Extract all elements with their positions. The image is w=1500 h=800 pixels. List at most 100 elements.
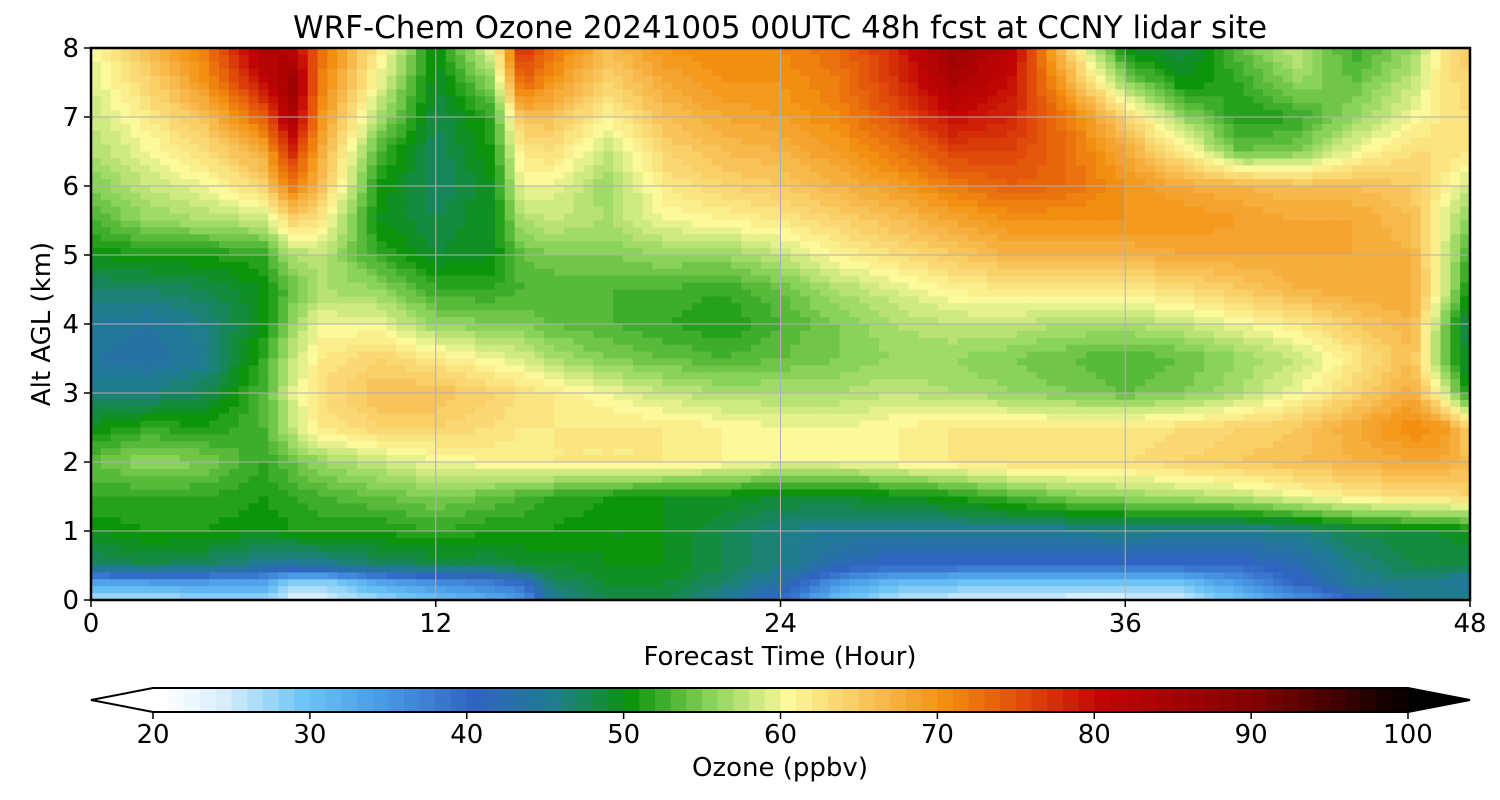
contour-cell [1302,206,1313,215]
contour-cell [347,234,358,242]
contour-cell [701,172,713,180]
contour-cell [268,61,279,70]
contour-cell [869,227,880,235]
contour-cell [494,75,506,84]
contour-cell [1351,54,1363,63]
contour-cell [1282,68,1294,77]
contour-cell [435,144,447,153]
contour-cell [918,137,929,146]
contour-cell [672,227,683,235]
contour-cell [879,151,890,159]
contour-cell [327,220,338,228]
contour-cell [898,165,910,173]
contour-cell [110,275,122,284]
contour-cell [1322,89,1333,97]
contour-cell [780,213,791,222]
contour-cell [465,234,476,242]
contour-cell [1164,165,1176,173]
contour-cell [672,268,683,277]
contour-cell [908,82,919,90]
contour-cell [1026,130,1038,139]
contour-cell [918,61,929,70]
contour-cell [819,234,831,242]
contour-cell [455,130,466,139]
contour-cell [219,241,230,249]
contour-cell [711,186,722,194]
contour-cell [1282,206,1294,215]
contour-cell [790,227,801,235]
contour-cell [189,123,200,132]
contour-cell [1460,137,1471,146]
contour-cell [1076,282,1087,291]
contour-cell [1292,123,1304,132]
contour-cell [356,234,368,242]
contour-cell [248,275,260,284]
contour-cell [1420,165,1432,173]
contour-cell [445,144,457,153]
contour-cell [711,255,722,263]
contour-cell [1302,179,1313,187]
contour-cell [416,158,427,166]
contour-cell [396,241,407,249]
contour-cell [347,151,358,159]
contour-cell [425,165,437,173]
contour-cell [1016,89,1028,97]
contour-cell [1332,89,1343,97]
contour-cell [258,268,269,277]
contour-cell [278,89,289,97]
contour-cell [839,227,851,235]
contour-cell [209,227,220,235]
contour-cell [701,268,713,277]
contour-cell [750,48,762,56]
contour-cell [91,261,102,270]
contour-cell [672,48,683,56]
contour-cell [288,82,299,90]
contour-cell [819,82,831,90]
contour-cell [209,123,220,132]
contour-cell [1016,192,1028,201]
contour-cell [888,261,900,270]
contour-cell [1460,130,1471,139]
contour-cell [829,255,841,263]
contour-cell [238,179,250,187]
contour-cell [1391,75,1402,84]
contour-cell [770,186,782,194]
contour-cell [1371,137,1382,146]
contour-cell [1401,192,1412,201]
contour-cell [475,192,486,201]
contour-cell [908,110,919,118]
contour-cell [297,289,309,297]
contour-cell [780,123,791,132]
contour-cell [1292,165,1304,173]
contour-cell [977,255,988,263]
contour-cell [1026,255,1038,263]
contour-cell [219,213,230,222]
contour-cell [1410,282,1422,291]
contour-cell [859,192,870,201]
contour-cell [583,144,594,153]
contour-cell [593,103,604,111]
contour-cell [977,186,988,194]
contour-cell [1273,234,1284,242]
contour-cell [1007,282,1018,291]
contour-cell [613,130,624,139]
contour-cell [297,117,309,125]
contour-cell [435,158,447,166]
contour-cell [1125,165,1136,173]
contour-cell [721,117,732,125]
contour-cell [819,75,831,84]
contour-cell [652,199,663,208]
contour-cell [1391,151,1402,159]
contour-cell [1016,130,1028,139]
contour-cell [386,275,397,284]
contour-cell [760,186,772,194]
contour-cell [1263,172,1274,180]
contour-cell [1135,220,1146,228]
contour-cell [376,144,388,153]
contour-cell [485,192,496,201]
contour-cell [366,68,378,77]
contour-cell [1381,89,1392,97]
contour-cell [810,261,821,270]
contour-cell [179,117,191,125]
contour-cell [159,234,171,242]
